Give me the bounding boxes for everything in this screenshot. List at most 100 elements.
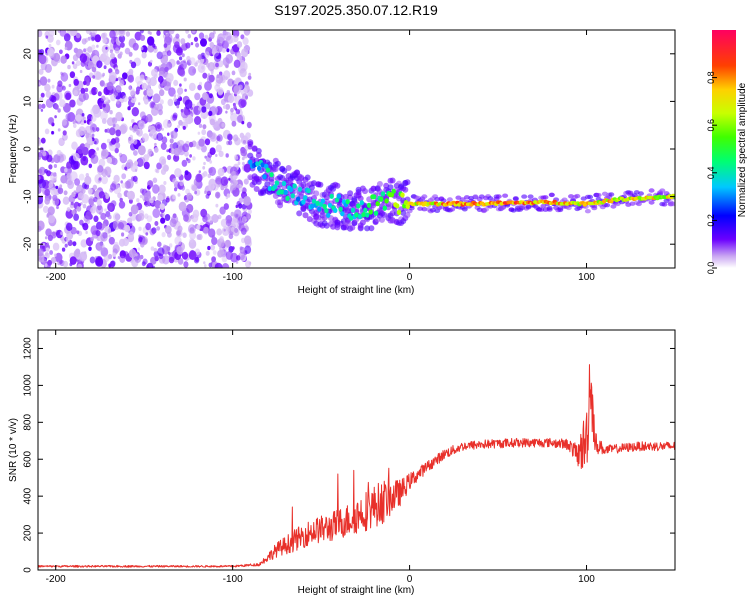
- ridge-core: [280, 189, 285, 195]
- noise-speckle: [216, 228, 223, 236]
- noise-speckle: [182, 232, 187, 238]
- snr-series-line: [38, 364, 675, 568]
- noise-speckle: [48, 164, 53, 170]
- noise-speckle: [238, 203, 243, 209]
- ridge-halo: [538, 207, 545, 212]
- noise-speckle: [121, 232, 125, 237]
- noise-speckle: [130, 143, 136, 151]
- noise-speckle: [149, 125, 156, 135]
- ridge-core: [354, 212, 359, 218]
- snr-x-axis: -200 -100 0 100: [46, 330, 595, 585]
- noise-speckle: [40, 62, 48, 71]
- noise-speckle: [239, 246, 246, 254]
- noise-speckle: [118, 200, 126, 209]
- noise-speckle: [54, 115, 57, 119]
- noise-speckle: [96, 60, 103, 69]
- noise-speckle: [118, 34, 126, 43]
- noise-speckle: [184, 170, 189, 176]
- noise-speckle: [101, 168, 108, 177]
- ridge-core: [403, 200, 409, 206]
- noise-speckle: [109, 49, 113, 54]
- noise-speckle: [60, 154, 67, 162]
- noise-speckle: [215, 154, 218, 157]
- noise-speckle: [115, 111, 123, 122]
- noise-speckle: [177, 225, 183, 233]
- noise-speckle: [214, 262, 223, 268]
- noise-speckle: [208, 228, 216, 238]
- ridge-core: [297, 186, 303, 192]
- ridge-core: [283, 189, 288, 195]
- noise-speckle: [181, 251, 189, 260]
- noise-speckle: [75, 60, 81, 67]
- noise-speckle: [240, 227, 247, 235]
- noise-speckle: [47, 117, 55, 125]
- noise-speckle: [233, 209, 242, 220]
- noise-speckle: [94, 152, 98, 156]
- colorbar-tick-label: 0.8: [706, 71, 716, 84]
- noise-speckle: [135, 89, 140, 95]
- noise-speckle: [91, 44, 96, 50]
- ridge-core: [363, 207, 368, 213]
- ridge-halo: [408, 206, 415, 211]
- noise-speckle: [57, 108, 61, 113]
- noise-speckle: [128, 248, 137, 259]
- ridge-core: [322, 203, 327, 210]
- noise-speckle: [103, 65, 107, 70]
- noise-speckle: [47, 78, 51, 83]
- noise-speckle: [84, 87, 89, 92]
- noise-speckle: [164, 214, 171, 221]
- noise-speckle: [59, 49, 63, 55]
- noise-speckle: [236, 52, 242, 59]
- noise-speckle: [209, 160, 213, 164]
- noise-speckle: [41, 258, 47, 265]
- noise-speckle: [131, 107, 139, 117]
- noise-speckle: [122, 72, 128, 80]
- noise-speckle: [225, 103, 231, 110]
- noise-speckle: [50, 172, 58, 182]
- noise-speckle: [61, 247, 66, 252]
- ridge-halo: [608, 192, 615, 197]
- noise-speckle: [243, 30, 251, 36]
- spectrogram-y-label: Frequency (Hz): [8, 115, 19, 184]
- noise-speckle: [44, 128, 50, 135]
- noise-speckle: [228, 177, 231, 181]
- noise-speckle: [38, 175, 41, 180]
- spectrogram-x-label: Height of straight line (km): [298, 285, 415, 296]
- noise-speckle: [132, 42, 139, 51]
- noise-speckle: [44, 83, 51, 92]
- noise-speckle: [77, 263, 83, 268]
- noise-speckle: [103, 254, 110, 262]
- ridge-halo: [527, 194, 534, 199]
- ridge-halo: [255, 148, 262, 154]
- noise-speckle: [141, 261, 146, 267]
- noise-speckle: [38, 103, 43, 110]
- noise-speckle: [110, 94, 116, 102]
- noise-speckle: [155, 169, 160, 174]
- ridge-halo: [389, 177, 396, 184]
- noise-speckle: [134, 254, 142, 263]
- noise-speckle: [76, 230, 80, 235]
- ridge-halo: [472, 194, 479, 199]
- noise-speckle: [92, 75, 96, 79]
- x-tick-label: -100: [223, 272, 243, 283]
- noise-speckle: [197, 233, 203, 241]
- noise-speckle: [203, 115, 206, 119]
- y-tick-label: 20: [23, 48, 34, 60]
- colorbar-tick-label: 0.0: [706, 262, 716, 275]
- noise-speckle: [39, 49, 45, 56]
- snr-x-label: Height of straight line (km): [298, 585, 415, 596]
- noise-speckle: [140, 34, 146, 42]
- noise-speckle: [60, 55, 67, 64]
- noise-speckle: [124, 166, 127, 171]
- noise-speckle: [204, 138, 211, 146]
- noise-speckle: [62, 196, 70, 205]
- noise-speckle: [128, 211, 133, 217]
- ridge-halo: [302, 212, 309, 219]
- noise-speckle: [59, 30, 67, 37]
- noise-speckle: [61, 119, 67, 126]
- noise-speckle: [60, 72, 69, 82]
- noise-speckle: [223, 105, 226, 109]
- noise-speckle: [240, 34, 245, 40]
- y-tick-label: 1200: [23, 337, 34, 360]
- noise-speckle: [245, 132, 251, 140]
